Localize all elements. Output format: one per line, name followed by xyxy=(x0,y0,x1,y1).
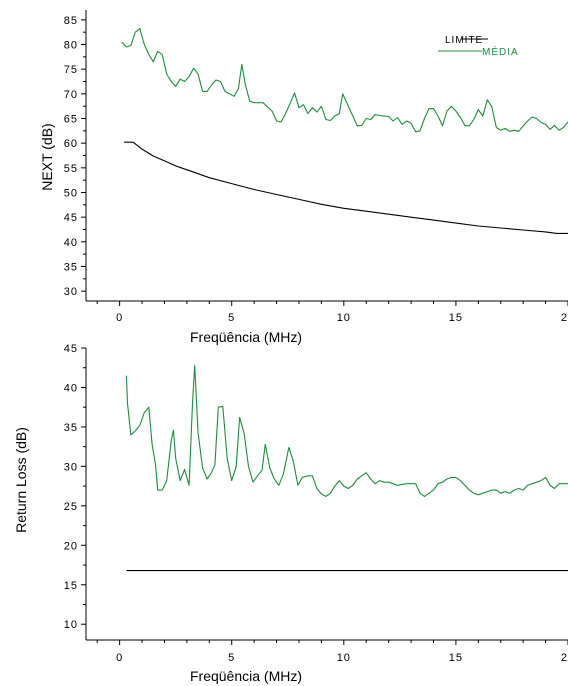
next-y-tick-label: 60 xyxy=(64,138,78,150)
return-loss-y-tick-label: 25 xyxy=(64,501,78,513)
next-y-axis-title: NEXT (dB) xyxy=(39,123,55,190)
next-y-tick-label: 30 xyxy=(64,286,78,298)
next-x-tick-label: 0 xyxy=(116,312,123,324)
return-loss-y-tick-label: 20 xyxy=(64,540,78,552)
return-loss-x-tick-label: 0 xyxy=(116,652,123,664)
next-y-tick-label: 45 xyxy=(64,212,78,224)
next-y-tick-label: 40 xyxy=(64,237,78,249)
next-y-tick-label: 55 xyxy=(64,163,78,175)
next-y-tick-label: 70 xyxy=(64,89,78,101)
next-x-tick-label: 5 xyxy=(228,312,235,324)
next-chart: NEXT (dB) Freqüência (MHz) LIMITE MÉDIA … xyxy=(39,10,568,345)
return-loss-y-tick-label: 40 xyxy=(64,382,78,394)
return-loss-series-line-media xyxy=(125,364,568,497)
return-loss-chart: Return Loss (dB) Freqüência (MHz) 10 15 20… xyxy=(13,343,568,684)
next-y-tick-label: 85 xyxy=(64,15,78,27)
next-x-tick-label: 10 xyxy=(337,312,351,324)
legend-label-media: MÉDIA xyxy=(482,45,519,58)
return-loss-y-tick-label: 45 xyxy=(64,343,78,355)
next-x-tick-label: 20 xyxy=(561,312,568,324)
return-loss-y-tick-label: 30 xyxy=(64,461,78,473)
next-series-line-limite xyxy=(124,141,568,234)
return-loss-x-tick-label: 5 xyxy=(228,652,235,664)
next-y-tick-label: 35 xyxy=(64,261,78,273)
legend-label-limite: LIMITE xyxy=(445,35,483,46)
next-y-tick-label: 80 xyxy=(64,40,78,52)
next-y-tick-label: 75 xyxy=(64,64,78,76)
next-series-line-media xyxy=(121,28,568,133)
return-loss-y-tick-label: 35 xyxy=(64,422,78,434)
return-loss-y-tick-label: 10 xyxy=(64,619,78,631)
chart-legend: LIMITE MÉDIA xyxy=(438,35,519,58)
return-loss-y-axis-title: Return Loss (dB) xyxy=(13,427,29,533)
return-loss-x-tick-label: 20 xyxy=(561,652,568,664)
return-loss-y-tick-label: 15 xyxy=(64,580,78,592)
next-y-tick-label: 50 xyxy=(64,187,78,199)
next-x-axis-title: Freqüência (MHz) xyxy=(190,329,302,345)
return-loss-x-tick-label: 10 xyxy=(337,652,351,664)
return-loss-x-axis-title: Freqüência (MHz) xyxy=(190,668,302,684)
return-loss-x-tick-label: 15 xyxy=(449,652,463,664)
next-x-tick-label: 15 xyxy=(449,312,463,324)
next-y-tick-label: 65 xyxy=(64,114,78,126)
